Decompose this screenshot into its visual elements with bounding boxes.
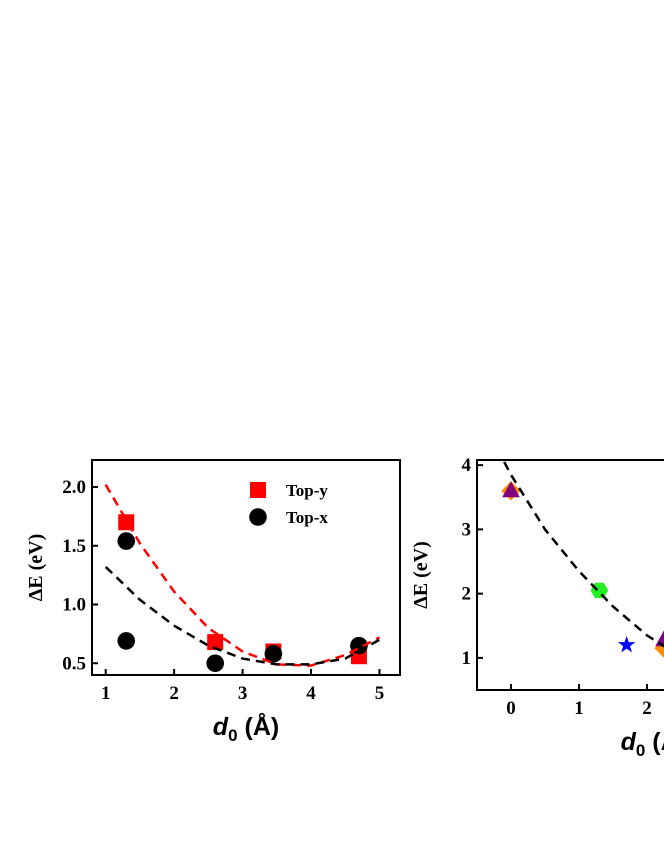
x-tick-label: 2: [642, 698, 652, 719]
x-tick-label: 2: [169, 683, 179, 704]
legend-symbol: [249, 508, 267, 526]
y-tick-label: 1: [462, 648, 472, 669]
y-tick-label: 0.5: [62, 653, 86, 674]
circle: [117, 632, 136, 650]
circle: [117, 532, 136, 550]
plot-frame: [91, 459, 401, 676]
x-tick-label: 1: [574, 698, 584, 719]
square: [207, 634, 224, 651]
fit-line: [104, 566, 381, 666]
circle: [264, 645, 283, 663]
x-axis-label: d0 (Å): [213, 712, 279, 745]
triangle: [655, 630, 664, 647]
x-label-unit: (Å): [238, 712, 280, 741]
legend-label: Top-y: [286, 481, 328, 500]
x-tick-label: 0: [506, 698, 516, 719]
y-tick-label: 1.0: [62, 595, 86, 616]
fit-line: [503, 461, 664, 648]
x-tick-label: 1: [101, 683, 111, 704]
y-tick-label: 2: [462, 584, 472, 605]
triangle: [502, 481, 520, 498]
x-label-sub: 0: [636, 741, 645, 760]
x-tick-label: 3: [238, 683, 248, 704]
marks: [104, 484, 381, 673]
x-label-sub: 0: [228, 726, 237, 745]
y-tick-label: 4: [462, 455, 472, 476]
x-tick-label: 4: [306, 683, 316, 704]
plot: 1 2 3 4 5 0.5 1.0 1.5 2.0 d0 (Å) ΔE (eV) Top-y Top-x: [25, 459, 401, 745]
legend-label: Top-x: [286, 508, 328, 527]
x-tick-label: 5: [375, 683, 385, 704]
fit-line: [104, 484, 381, 667]
y-tick-label: 1.5: [62, 536, 86, 557]
legend-symbol: [250, 482, 266, 498]
x-label-var: d: [621, 728, 637, 756]
star: [617, 635, 636, 653]
y-tick-label: 2.0: [62, 477, 86, 498]
circle: [206, 654, 224, 673]
x-label-var: d: [213, 713, 229, 741]
x-label-unit: (Å): [645, 727, 664, 756]
y-axis-label: ΔE (eV): [410, 541, 432, 609]
marks: [501, 461, 664, 658]
x-axis-label: d0 (Å): [621, 727, 664, 760]
y-axis-label: ΔE (eV): [25, 534, 47, 602]
y-tick-label: 3: [462, 519, 472, 540]
